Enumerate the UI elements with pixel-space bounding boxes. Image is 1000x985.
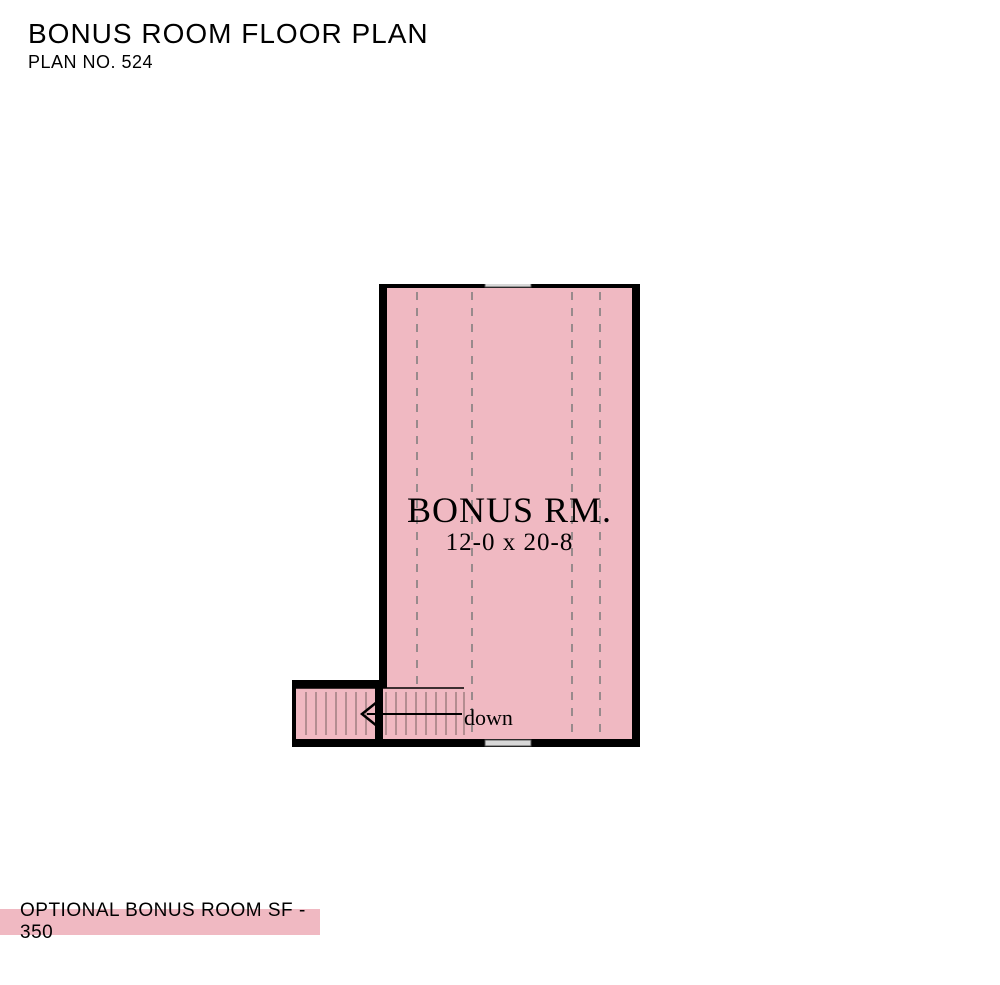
window-bottom [485,740,531,746]
floor-plan-diagram: BONUS RM. 12-0 x 20-8 down [292,284,652,759]
room-label-group: BONUS RM. 12-0 x 20-8 [397,489,622,557]
footer-bar: OPTIONAL BONUS ROOM SF - 350 [0,909,320,935]
page-title: BONUS ROOM FLOOR PLAN [28,18,429,50]
footer-text: OPTIONAL BONUS ROOM SF - 350 [20,900,320,944]
header: BONUS ROOM FLOOR PLAN PLAN NO. 524 [28,18,429,73]
room-dimensions: 12-0 x 20-8 [397,529,622,557]
window-top [485,284,531,287]
plan-number: PLAN NO. 524 [28,52,429,73]
stair-direction-label: down [464,705,513,731]
room-name: BONUS RM. [397,489,622,531]
